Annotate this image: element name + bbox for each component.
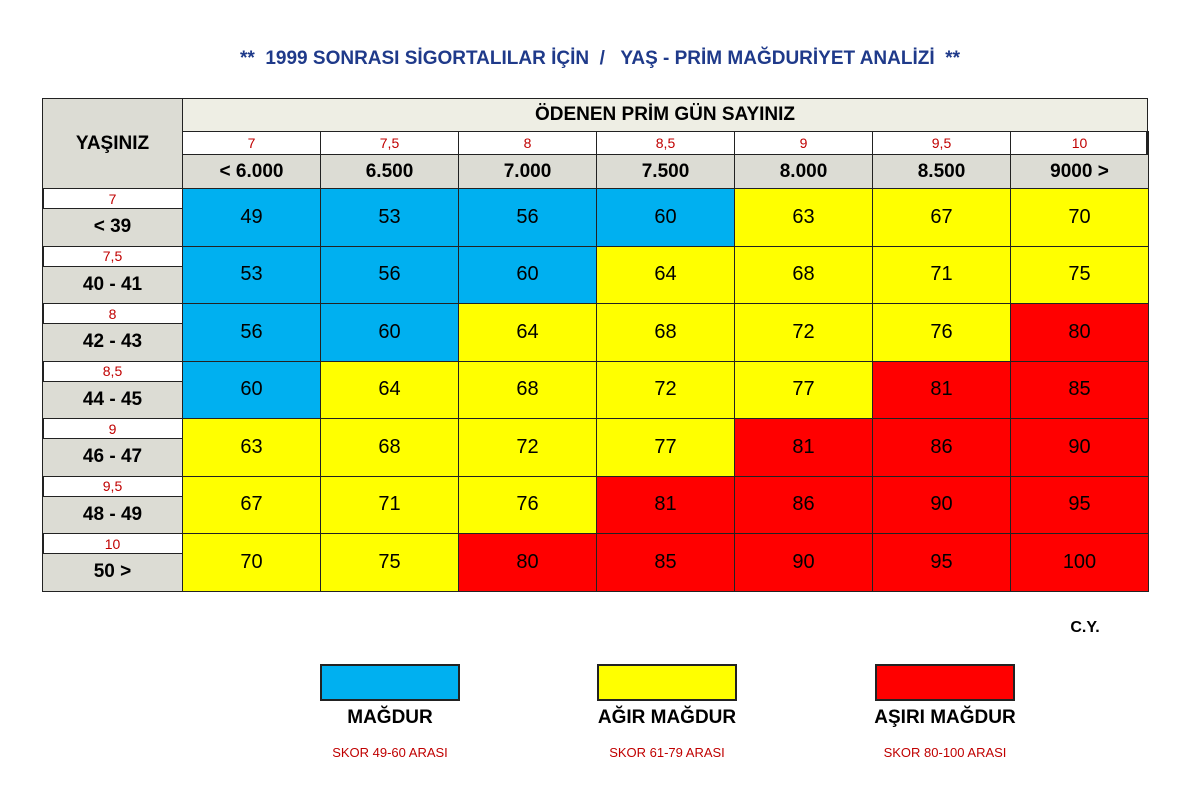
column-weight: 8 [458,131,597,155]
score-cell: 53 [182,245,321,304]
score-cell: 81 [596,475,735,534]
score-cell: 90 [734,533,873,592]
score-cell: 63 [734,188,873,247]
row-label: 40 - 41 [42,265,183,304]
signature: C.Y. [1070,619,1100,636]
score-cell: 72 [734,303,873,362]
score-cell: 49 [182,188,321,247]
legend-swatch [875,664,1015,701]
score-cell: 68 [458,360,597,419]
score-cell: 60 [320,303,459,362]
row-weight: 8,5 [42,360,183,382]
score-cell: 90 [872,475,1011,534]
column-label: 7.500 [596,154,735,189]
corner-header: YAŞINIZ [42,98,183,189]
legend-range: SKOR 49-60 ARASI [332,744,448,760]
row-label: 50 > [42,553,183,592]
score-cell: 64 [596,245,735,304]
column-weight: 10 [1010,131,1149,155]
score-cell: 56 [458,188,597,247]
score-cell: 80 [1010,303,1149,362]
column-label: 9000 > [1010,154,1149,189]
score-cell: 80 [458,533,597,592]
score-cell: 86 [734,475,873,534]
score-cell: 90 [1010,418,1149,477]
score-cell: 56 [182,303,321,362]
score-cell: 95 [872,533,1011,592]
score-cell: 100 [1010,533,1149,592]
row-label: 46 - 47 [42,438,183,477]
title: ** 1999 SONRASI SİGORTALILAR İÇİN / YAŞ … [240,48,960,69]
score-cell: 70 [1010,188,1149,247]
score-cell: 64 [320,360,459,419]
column-weight: 9,5 [872,131,1011,155]
row-label: 44 - 45 [42,380,183,419]
score-cell: 68 [320,418,459,477]
score-cell: 63 [182,418,321,477]
score-cell: 60 [596,188,735,247]
column-weight: 8,5 [596,131,735,155]
score-cell: 77 [596,418,735,477]
score-cell: 76 [458,475,597,534]
score-cell: 60 [182,360,321,419]
score-cell: 95 [1010,475,1149,534]
score-cell: 77 [734,360,873,419]
score-cell: 60 [458,245,597,304]
row-label: 48 - 49 [42,495,183,534]
row-weight: 8 [42,303,183,324]
score-cell: 75 [320,533,459,592]
column-label: < 6.000 [182,154,321,189]
score-cell: 72 [596,360,735,419]
score-cell: 81 [734,418,873,477]
row-weight: 9,5 [42,475,183,497]
score-cell: 68 [596,303,735,362]
legend-swatch [320,664,460,701]
score-cell: 75 [1010,245,1149,304]
column-label: 7.000 [458,154,597,189]
score-cell: 70 [182,533,321,592]
column-weight: 7 [182,131,321,155]
score-cell: 85 [596,533,735,592]
row-weight: 9 [42,418,183,439]
score-cell: 64 [458,303,597,362]
score-cell: 67 [182,475,321,534]
column-label: 6.500 [320,154,459,189]
row-label: < 39 [42,208,183,247]
column-weight: 9 [734,131,873,155]
column-label: 8.000 [734,154,873,189]
score-cell: 86 [872,418,1011,477]
row-weight: 7,5 [42,245,183,267]
legend-label: MAĞDUR [347,707,433,728]
score-cell: 67 [872,188,1011,247]
score-cell: 68 [734,245,873,304]
column-group-header: ÖDENEN PRİM GÜN SAYINIZ [182,98,1148,132]
row-weight: 7 [42,188,183,209]
row-weight: 10 [42,533,183,554]
legend-range: SKOR 80-100 ARASI [883,744,1007,760]
score-cell: 71 [320,475,459,534]
legend-label: AĞIR MAĞDUR [597,707,737,728]
score-cell: 56 [320,245,459,304]
column-label: 8.500 [872,154,1011,189]
score-cell: 72 [458,418,597,477]
score-cell: 71 [872,245,1011,304]
legend-label: AŞIRI MAĞDUR [874,707,1016,728]
legend-range: SKOR 61-79 ARASI [609,744,725,760]
score-cell: 53 [320,188,459,247]
legend-swatch [597,664,737,701]
score-cell: 85 [1010,360,1149,419]
score-cell: 81 [872,360,1011,419]
row-label: 42 - 43 [42,323,183,362]
score-cell: 76 [872,303,1011,362]
column-weight: 7,5 [320,131,459,155]
